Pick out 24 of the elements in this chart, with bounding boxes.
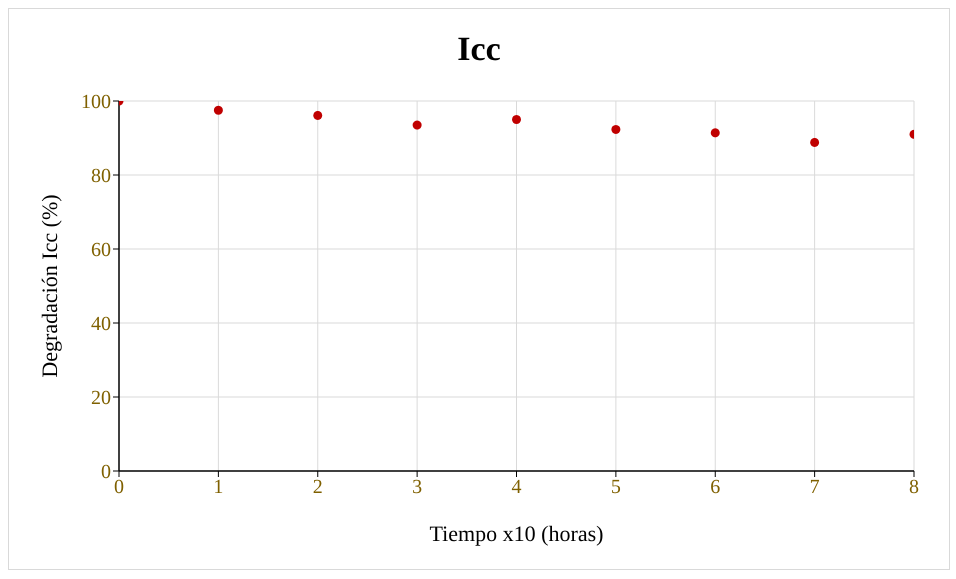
x-tick-label: 3 <box>412 476 422 498</box>
point <box>412 120 422 130</box>
y-tick-label: 40 <box>91 313 111 336</box>
point <box>710 128 720 138</box>
x-tick-label: 5 <box>610 476 621 498</box>
y-tick-label: 80 <box>91 165 111 188</box>
x-tick-label: 1 <box>213 476 224 498</box>
chart-title: Icc <box>456 30 502 70</box>
x-tick-label: 6 <box>710 476 720 498</box>
point <box>512 114 522 124</box>
x-tick-label: 2 <box>312 476 323 498</box>
x-tick-label: 4 <box>512 476 522 498</box>
y-axis-title: Degradación Icc (%) <box>36 194 62 378</box>
y-tick-label: 60 <box>91 239 111 262</box>
point <box>214 106 223 115</box>
point <box>810 138 820 147</box>
point <box>611 124 620 134</box>
point <box>313 110 322 120</box>
x-axis-title: Tiempo x10 (horas) <box>430 521 604 546</box>
y-tick-label: 20 <box>91 387 111 410</box>
x-tick-label: 7 <box>810 476 820 498</box>
y-tick-label: 100 <box>81 91 111 114</box>
x-tick-label: 8 <box>909 476 919 498</box>
y-tick-label: 0 <box>101 461 111 484</box>
